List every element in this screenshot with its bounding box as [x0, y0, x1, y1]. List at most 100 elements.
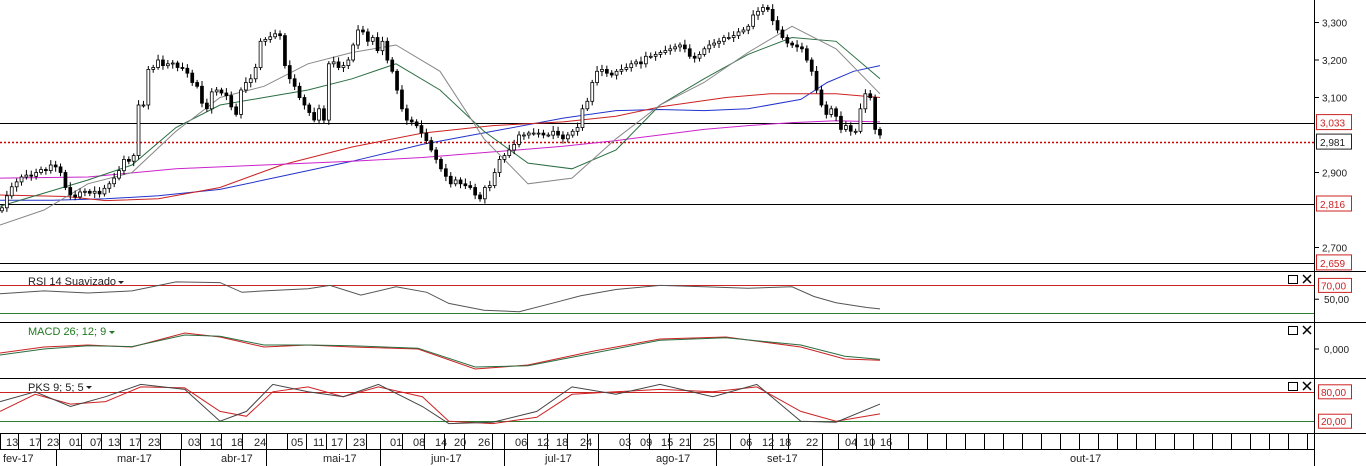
macd-close-icon[interactable]: [1302, 325, 1312, 335]
candle-body: [522, 134, 526, 137]
pks-badge-label: 80,00: [1321, 388, 1346, 399]
date-day-label: 10: [210, 437, 222, 449]
date-month-label: ago-17: [656, 453, 690, 465]
pks-line-1: [0, 386, 881, 425]
price-panel[interactable]: [0, 4, 1314, 264]
pks-maximize-icon[interactable]: [1288, 382, 1298, 391]
candle-body: [97, 190, 102, 195]
candle-body: [809, 59, 814, 72]
candle-body: [848, 125, 853, 132]
date-day-label: 08: [413, 437, 425, 449]
candle-body: [780, 29, 785, 38]
candle-body: [312, 112, 317, 121]
candle-body: [87, 190, 92, 194]
candle-body: [468, 185, 473, 188]
rsi-dropdown-icon[interactable]: [118, 281, 124, 284]
rsi-panel[interactable]: RSI 14 Suavizado: [0, 276, 1314, 314]
macd-series: [0, 332, 881, 370]
candle-body: [463, 183, 468, 187]
candle-body: [253, 67, 258, 80]
candle-body: [107, 183, 112, 189]
macd-tick-label: 0,000: [1324, 345, 1349, 356]
candle-body: [702, 48, 707, 55]
candle-body: [863, 93, 868, 110]
candle-body: [707, 44, 712, 50]
candle-body: [356, 29, 360, 46]
candle-body: [278, 33, 282, 37]
candle-body: [409, 119, 414, 123]
candle-body: [497, 158, 502, 173]
date-day-label: 13: [108, 437, 120, 449]
pks-series: [0, 383, 881, 425]
date-day-label: 14: [435, 437, 447, 449]
candle-body: [341, 65, 346, 68]
macd-panel[interactable]: MACD 26; 12; 9: [0, 326, 881, 370]
pks-panel[interactable]: PKS 9; 5; 5: [0, 382, 1314, 425]
candle-body: [44, 169, 48, 172]
candle-body: [492, 172, 497, 187]
date-day-label: 23: [353, 437, 365, 449]
macd-dropdown-icon[interactable]: [109, 331, 115, 334]
candle-body: [48, 164, 53, 171]
date-day-label: 15: [661, 437, 673, 449]
candle-body: [78, 191, 82, 198]
candle-body: [712, 42, 717, 46]
macd-panel-title[interactable]: MACD 26; 12; 9: [28, 326, 106, 338]
candle-body: [756, 10, 760, 16]
candle-body: [536, 132, 541, 135]
rsi-panel-title[interactable]: RSI 14 Suavizado: [28, 276, 116, 288]
pks-line-2: [0, 383, 881, 425]
pks-close-icon[interactable]: [1302, 381, 1312, 391]
pks-dropdown-icon[interactable]: [86, 386, 92, 389]
candle-body: [814, 70, 819, 91]
candle-body: [478, 194, 482, 200]
macd-line-2: [0, 334, 881, 368]
price-badge-label: 2,816: [1320, 200, 1345, 211]
date-day-label: 23: [148, 437, 160, 449]
price-badge-label: 3,033: [1320, 119, 1345, 130]
date-day-label: 06: [740, 437, 752, 449]
candle-body: [839, 115, 843, 130]
candle-body: [5, 195, 9, 209]
candle-body: [365, 31, 370, 42]
rsi-maximize-icon[interactable]: [1288, 275, 1298, 284]
candle-body: [24, 174, 29, 178]
macd-maximize-icon[interactable]: [1288, 326, 1298, 335]
date-day-label: 24: [254, 437, 266, 449]
candle-body: [229, 95, 234, 108]
candle-body: [170, 62, 175, 65]
candle-body: [829, 108, 834, 115]
date-day-label: 21: [679, 437, 691, 449]
candle-body: [600, 69, 604, 72]
candle-body: [746, 25, 751, 31]
candle-body: [566, 134, 570, 140]
candle-body: [575, 127, 580, 132]
candle-body: [692, 55, 697, 59]
candle-body: [683, 44, 687, 50]
date-day-label: 17: [29, 437, 41, 449]
candle-body: [761, 7, 765, 12]
candle-body: [19, 176, 24, 183]
candle-body: [453, 179, 458, 185]
candle-body: [819, 89, 824, 106]
candle-body: [439, 158, 443, 170]
price-tick-label: 3,100: [1322, 94, 1347, 105]
pks-panel-title[interactable]: PKS 9; 5; 5: [28, 382, 84, 394]
candle-body: [317, 108, 321, 121]
date-axis[interactable]: 13 17 23 01 07 13 17 23 03 10 18 24 05 11 17 23 01 08 14 20…: [0, 434, 1314, 466]
candle-body: [297, 85, 302, 99]
candle-body: [658, 52, 663, 55]
candle-body: [873, 97, 878, 130]
rsi-close-icon[interactable]: [1302, 274, 1312, 284]
candle-body: [507, 149, 512, 156]
price-candles: [0, 4, 882, 213]
candle-body: [122, 158, 126, 172]
candle-body: [736, 31, 741, 37]
candle-body: [361, 29, 365, 33]
candle-body: [380, 40, 385, 52]
candle-body: [717, 40, 721, 44]
candle-body: [292, 78, 297, 87]
candle-body: [595, 70, 599, 84]
candle-body: [697, 54, 702, 59]
